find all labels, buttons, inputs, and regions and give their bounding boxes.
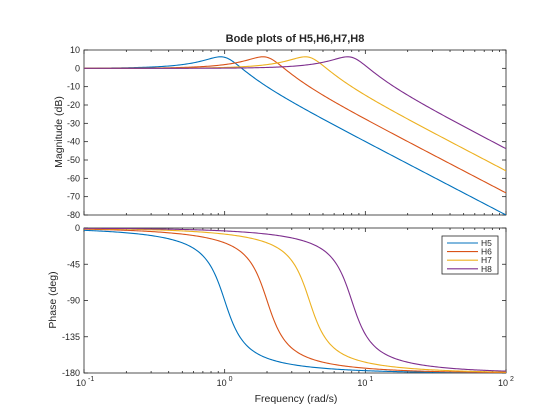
magnitude-line-h8 (84, 56, 506, 150)
x-tick-exponent: 2 (510, 376, 514, 383)
phase-line-h5 (84, 229, 506, 373)
x-axis-label: Frequency (rad/s) (255, 393, 338, 405)
y-tick-label: -45 (67, 259, 80, 269)
magnitude-axis-label: Magnitude (dB) (53, 96, 65, 168)
legend-label-h7: H7 (481, 255, 492, 265)
x-tick-labels: 10 -1 10 0 10 1 10 2 (76, 376, 514, 388)
legend-label-h5: H5 (481, 238, 492, 248)
y-tick-label: -60 (67, 173, 80, 183)
phase-line-h6 (84, 228, 506, 373)
phase-axis-label: Phase (deg) (47, 271, 59, 328)
chart-title: Bode plots of H5,H6,H7,H8 (226, 33, 365, 45)
y-tick-label: 0 (75, 63, 80, 73)
y-tick-label: -40 (67, 137, 80, 147)
y-tick-label: -50 (67, 155, 80, 165)
phase-plot-area (83, 227, 507, 374)
phase-line-h7 (84, 228, 506, 373)
legend-label-h8: H8 (481, 264, 492, 274)
phase-lines (84, 228, 506, 373)
legend-box (441, 235, 499, 275)
x-tick-label: 10 (76, 378, 86, 388)
x-tick-label: 10 (498, 378, 508, 388)
y-tick-label: -20 (67, 100, 80, 110)
legend-label-h6: H6 (481, 247, 492, 257)
x-tick-exponent: 0 (229, 376, 233, 383)
y-tick-label: -30 (67, 118, 80, 128)
phase-line-h8 (84, 228, 506, 372)
magnitude-lines (84, 56, 506, 215)
y-tick-label: 0 (75, 223, 80, 233)
x-tick-label: 10 (357, 378, 367, 388)
magnitude-plot-area (83, 49, 507, 216)
magnitude-axes: 10 0 -10 -20 -30 -40 -50 -60 -70 -80 Magnitude (d… (53, 45, 507, 220)
y-tick-label: -90 (67, 296, 80, 306)
y-tick-label: -10 (67, 82, 80, 92)
magnitude-line-h5 (84, 56, 506, 215)
x-tick-exponent: 1 (369, 376, 373, 383)
y-tick-label: -135 (62, 332, 80, 342)
x-tick-label: 10 (217, 378, 227, 388)
x-tick-exponent: -1 (88, 376, 94, 383)
y-tick-label: 10 (70, 45, 80, 55)
y-tick-label: -80 (67, 210, 80, 220)
y-tick-label: -70 (67, 192, 80, 202)
phase-axes: 0 -45 -90 -135 -180 Phase (deg) (47, 223, 507, 378)
y-tick-label: -180 (62, 368, 80, 378)
